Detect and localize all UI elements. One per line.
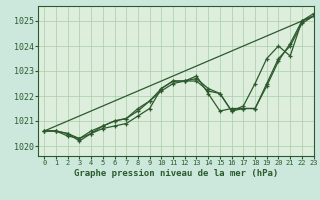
- X-axis label: Graphe pression niveau de la mer (hPa): Graphe pression niveau de la mer (hPa): [74, 169, 278, 178]
